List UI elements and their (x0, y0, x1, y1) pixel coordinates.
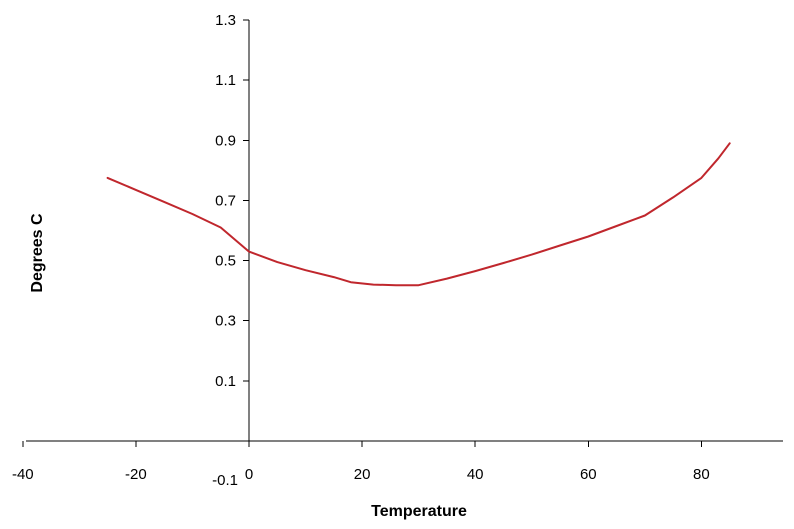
y-tick-label: 0.5 (215, 253, 236, 270)
y-tick-label: 1.1 (215, 72, 236, 89)
x-tick-label: 60 (580, 466, 597, 483)
y-axis-ticks: 0.1 0.3 0.5 0.7 0.9 1.1 1.3 (215, 12, 249, 390)
series-group (106, 142, 731, 287)
x-tick-label: 0 (245, 466, 253, 483)
x-axis-ticks: -40 -20 0 20 40 60 80 (12, 441, 710, 483)
x-tick-label: 20 (354, 466, 371, 483)
x-tick-label: 80 (693, 466, 710, 483)
x-tick-label: -20 (125, 466, 147, 483)
axes (25, 20, 783, 442)
y-tick-label: 1.3 (215, 12, 236, 29)
y-tick-label: 0.9 (215, 132, 236, 149)
y-tick-label-bottom: -0.1 (212, 472, 238, 489)
x-tick-label: 40 (467, 466, 484, 483)
y-axis-title: Degrees C (29, 213, 46, 293)
x-axis-title: Temperature (371, 503, 467, 520)
series-line-0 (106, 142, 731, 287)
y-tick-label: 0.3 (215, 313, 236, 330)
y-tick-label: 0.1 (215, 373, 236, 390)
x-tick-label: -40 (12, 466, 34, 483)
y-tick-label: 0.7 (215, 192, 236, 209)
